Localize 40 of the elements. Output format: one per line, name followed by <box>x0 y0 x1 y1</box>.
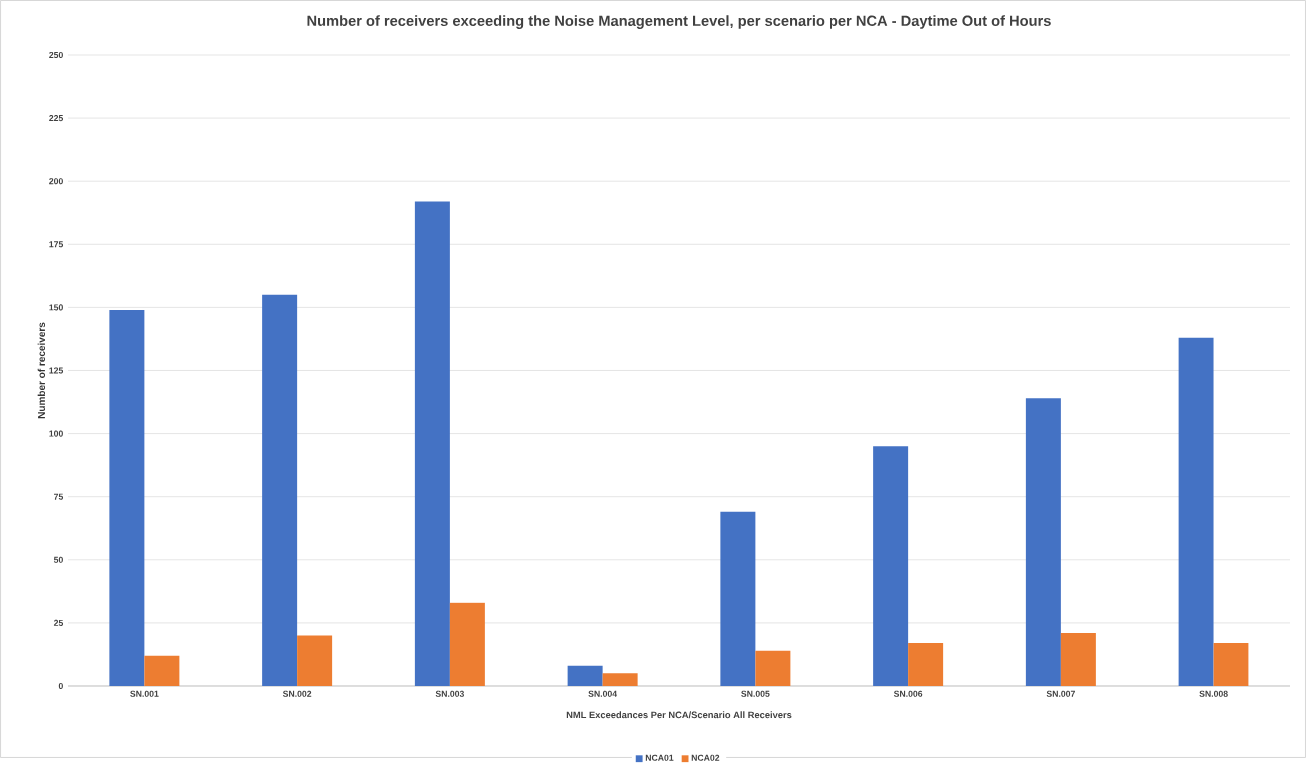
bar <box>908 643 944 686</box>
x-tick-label: SN.004 <box>588 690 618 697</box>
x-tick-label: SN.007 <box>1046 690 1075 697</box>
y-tick-label: 0 <box>58 682 63 690</box>
bar <box>297 635 333 686</box>
bar <box>720 511 756 686</box>
bar <box>873 446 909 686</box>
bar <box>109 309 145 686</box>
y-tick-label: 25 <box>53 619 64 626</box>
y-tick-label: 200 <box>49 178 63 185</box>
y-tick-label: 75 <box>54 493 64 500</box>
x-tick-label: SN.005 <box>741 690 770 697</box>
y-axis-title: Number of receivers <box>37 322 46 419</box>
bar <box>449 602 485 686</box>
y-tick-label: 175 <box>49 241 64 248</box>
bar <box>602 673 638 686</box>
bar <box>755 650 791 686</box>
y-tick-label: 100 <box>49 430 63 437</box>
legend-label: NCA01 <box>645 754 674 761</box>
bar <box>567 665 603 686</box>
chart-title: Number of receivers exceeding the Noise Management Level, per scenario per NCA - Daytime Out of Hours <box>307 15 1051 29</box>
y-tick-label: 50 <box>53 556 63 563</box>
bar <box>1178 337 1214 686</box>
bar <box>414 201 450 686</box>
x-tick-label: SN.008 <box>1199 690 1228 697</box>
legend-label: NCA02 <box>691 754 720 761</box>
bar <box>144 655 180 686</box>
x-tick-label: SN.002 <box>282 690 312 697</box>
x-tick-label: SN.003 <box>435 690 464 697</box>
bar <box>1025 398 1061 686</box>
y-tick-label: 125 <box>49 367 64 374</box>
y-tick-label: 225 <box>49 115 64 122</box>
bar <box>262 294 298 686</box>
bar <box>1060 632 1096 686</box>
x-axis-title: NML Exceedances Per NCA/Scenario All Receivers <box>566 711 792 719</box>
x-tick-label: SN.001 <box>130 690 159 697</box>
y-tick-label: 250 <box>49 51 63 59</box>
x-tick-label: SN.006 <box>893 690 923 697</box>
bar <box>1213 643 1249 686</box>
y-tick-label: 150 <box>49 304 63 311</box>
